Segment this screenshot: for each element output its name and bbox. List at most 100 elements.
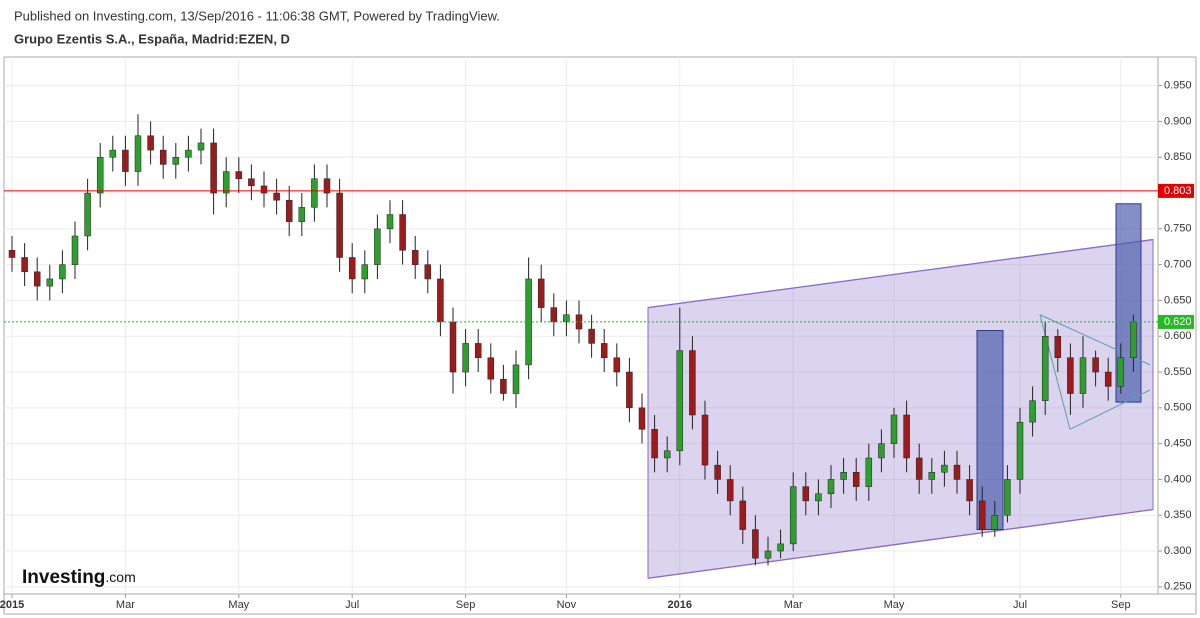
candle-body	[348, 257, 356, 280]
y-tick-label: 0.950	[1164, 80, 1192, 92]
candle-body	[1054, 335, 1062, 358]
candle-body	[1041, 335, 1049, 401]
candle-body	[1067, 357, 1074, 394]
x-tick-label: Nov	[557, 599, 577, 611]
candle-body	[852, 472, 860, 487]
logo-brand: Investing	[22, 567, 105, 588]
candle-body	[235, 171, 243, 179]
candle-body	[626, 371, 633, 409]
channel-upper	[647, 238, 1154, 309]
y-tick-label: 0.600	[1164, 330, 1192, 342]
trend-channel	[647, 239, 1154, 579]
candle-body	[46, 278, 54, 287]
logo: Investing.com	[22, 567, 136, 588]
candle-body	[915, 457, 923, 480]
candle-body	[273, 192, 280, 201]
candle-body	[941, 464, 948, 473]
y-tick-label: 0.450	[1164, 438, 1192, 450]
candle-body	[399, 214, 406, 251]
candle-body	[109, 149, 117, 158]
candle-body	[437, 278, 444, 323]
candle-body	[449, 321, 457, 373]
candle-body	[159, 149, 167, 165]
candle-body	[537, 278, 545, 308]
candle-body	[739, 500, 747, 530]
candle-body	[336, 192, 343, 258]
candle-body	[878, 443, 885, 459]
channel-lower	[647, 508, 1154, 579]
x-tick-label: Sep	[456, 599, 476, 611]
x-tick-label: Jul	[345, 599, 359, 611]
y-tick-label: 0.300	[1164, 545, 1192, 557]
candle-body	[903, 414, 910, 459]
x-tick-label: Mar	[116, 599, 135, 611]
candle-body	[1092, 357, 1099, 373]
candle-body	[689, 350, 696, 416]
candle-body	[487, 357, 495, 380]
chart-frame	[3, 56, 1197, 615]
candle-body	[991, 514, 999, 530]
y-tick-label: 0.750	[1164, 223, 1192, 235]
y-tick-label: 0.500	[1164, 402, 1192, 414]
candle-body	[638, 407, 646, 430]
candle-body	[512, 364, 520, 394]
candle-body	[840, 472, 847, 480]
candle-body	[134, 135, 142, 172]
candle-body	[172, 156, 180, 165]
level-tag	[1158, 314, 1194, 329]
candle-body	[676, 350, 684, 452]
y-tick-label: 0.700	[1164, 259, 1192, 271]
y-tick-label: 0.250	[1164, 581, 1192, 593]
x-tick-label: Jul	[1013, 599, 1027, 611]
triangle-lower	[1069, 389, 1151, 430]
y-tick-label: 0.400	[1164, 473, 1192, 485]
candle-body	[59, 264, 66, 280]
candle-body	[865, 457, 873, 487]
candle-body	[33, 271, 41, 287]
candle-body	[1130, 321, 1137, 358]
y-tick-label: 0.650	[1164, 294, 1192, 306]
candle-body	[764, 550, 772, 559]
candle-body	[298, 207, 306, 222]
symbol-title: Grupo Ezentis S.A., España, Madrid:EZEN,…	[14, 31, 290, 46]
candle-body	[815, 493, 822, 502]
candle-body	[185, 149, 192, 158]
candle-body	[613, 357, 621, 373]
candle-body	[260, 185, 268, 194]
candle-body	[789, 486, 797, 545]
candle-body	[600, 343, 608, 358]
candle-body	[714, 464, 721, 480]
candle-body	[21, 257, 28, 273]
candle-body	[122, 149, 129, 172]
candle-body	[96, 156, 104, 194]
candle-body	[462, 343, 469, 373]
level-label: 0.803	[1164, 185, 1192, 197]
candle-body	[890, 414, 898, 444]
candle-body	[588, 328, 595, 344]
candle-body	[726, 479, 734, 502]
candle-body	[663, 450, 671, 459]
candle-body	[827, 479, 835, 495]
candle-body	[550, 307, 558, 323]
candle-body	[361, 264, 369, 280]
candle-body	[248, 178, 255, 187]
candle-body	[1079, 357, 1087, 394]
logo-suffix: .com	[105, 569, 135, 585]
y-tick-label: 0.550	[1164, 366, 1192, 378]
candle-body	[374, 228, 381, 265]
published-note: Published on Investing.com, 13/Sep/2016 …	[14, 8, 500, 23]
y-tick-label: 0.350	[1164, 509, 1192, 521]
candle-body	[323, 178, 331, 194]
candle-body	[474, 343, 482, 358]
candle-body	[1104, 371, 1112, 387]
candle-body	[1117, 357, 1125, 387]
x-tick-label: 2015	[0, 599, 24, 611]
candle-body	[210, 142, 217, 194]
candle-body	[147, 135, 154, 151]
candle-body	[424, 264, 432, 280]
x-tick-label: Sep	[1111, 599, 1131, 611]
candle-body	[651, 429, 658, 459]
x-tick-label: May	[884, 599, 905, 611]
candle-body	[563, 314, 570, 323]
candle-body	[222, 171, 230, 194]
